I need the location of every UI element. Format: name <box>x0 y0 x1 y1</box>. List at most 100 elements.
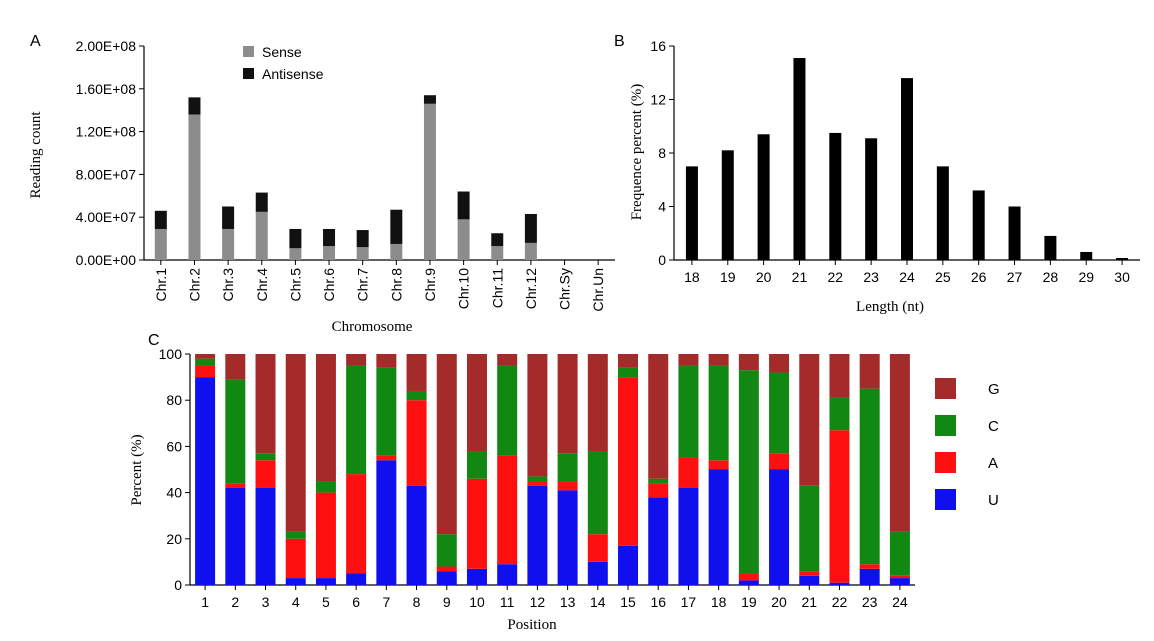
legend-label-sense: Sense <box>262 44 302 60</box>
x-tick-label: 14 <box>590 594 606 610</box>
bar-segment-c <box>315 481 336 493</box>
panel-b-x-ticks: 18 19 20 21 22 23 24 25 26 27 28 29 30 <box>684 260 1130 285</box>
panel-a-x-label: Chromosome <box>332 319 413 335</box>
x-tick-label: Chr.5 <box>287 268 303 302</box>
bar-segment-a <box>315 492 336 579</box>
bar-sense <box>323 246 336 260</box>
bar-segment-c <box>889 531 910 576</box>
bar <box>1008 206 1021 260</box>
x-tick-label: 25 <box>935 269 951 285</box>
bar <box>972 190 985 260</box>
panel-a: A 0.00E+00 4.00E+07 8.00E+07 1.20E+08 1.60E+… <box>28 33 615 335</box>
x-tick-label: 24 <box>892 594 908 610</box>
bar-segment-a <box>285 538 306 579</box>
bar-segment-c <box>346 365 367 475</box>
bar-segment-g <box>315 354 336 482</box>
x-tick-label: 23 <box>862 594 878 610</box>
bar-antisense <box>323 228 336 247</box>
bar-segment-a <box>769 453 790 470</box>
bar-segment-u <box>255 487 276 585</box>
x-tick-label: 6 <box>352 594 360 610</box>
legend-swatch-sense <box>243 46 254 57</box>
x-tick-label: 17 <box>681 594 697 610</box>
bar-segment-u <box>346 573 367 585</box>
bar-segment-c <box>708 365 729 461</box>
bar-segment-a <box>648 483 669 498</box>
x-tick-label: 18 <box>684 269 700 285</box>
y-tick-label: 8.00E+07 <box>76 166 137 182</box>
x-tick-label: 22 <box>832 594 848 610</box>
bar-segment-a <box>406 400 427 486</box>
bar <box>1116 257 1129 260</box>
bar-segment-g <box>678 354 699 366</box>
panel-c-y-label: Percent (%) <box>129 434 145 505</box>
bar-segment-u <box>527 485 548 585</box>
bar-segment-u <box>497 564 518 585</box>
x-tick-label: 28 <box>1043 269 1059 285</box>
y-tick-label: 20 <box>166 531 182 547</box>
panel-a-label: A <box>30 33 41 50</box>
bar-segment-u <box>315 578 336 585</box>
bar-sense <box>154 228 167 260</box>
bar-antisense <box>423 95 436 104</box>
bar <box>1044 235 1057 260</box>
bar-segment-g <box>527 354 548 477</box>
bar-segment-c <box>466 451 487 479</box>
y-tick-label: 4 <box>658 199 666 215</box>
y-tick-label: 40 <box>166 485 182 501</box>
bar-segment-c <box>376 367 397 456</box>
panel-b: B 0 4 8 12 16 18 19 20 21 22 23 24 25 26 27 28 29 30 Len… <box>614 33 1140 315</box>
bar-segment-a <box>889 575 910 579</box>
x-tick-label: 20 <box>771 594 787 610</box>
bar-segment-u <box>557 490 578 585</box>
panel-b-bars <box>685 58 1129 260</box>
bar-antisense <box>356 230 369 248</box>
bar-segment-g <box>225 354 246 380</box>
legend-swatch-c <box>935 415 956 436</box>
x-tick-label: 30 <box>1114 269 1130 285</box>
bar-segment-c <box>769 372 790 454</box>
bar-segment-u <box>799 575 820 585</box>
y-tick-label: 60 <box>166 438 182 454</box>
bar-segment-g <box>497 354 518 366</box>
bar-segment-g <box>346 354 367 366</box>
bar-segment-a <box>738 573 759 581</box>
x-tick-label: 20 <box>756 269 772 285</box>
legend-label-antisense: Antisense <box>262 66 324 82</box>
bar-segment-c <box>799 485 820 572</box>
y-tick-label: 8 <box>658 145 666 161</box>
bar-segment-g <box>195 354 216 359</box>
legend-label-u: U <box>988 492 999 509</box>
panel-c-bars <box>195 354 910 585</box>
panel-a-y-ticks: 0.00E+00 4.00E+07 8.00E+07 1.20E+08 1.60E+08… <box>76 38 144 268</box>
bar-segment-c <box>436 534 457 567</box>
x-tick-label: 13 <box>560 594 576 610</box>
y-tick-label: 16 <box>650 38 666 54</box>
bar-sense <box>423 103 436 260</box>
x-tick-label: Chr.2 <box>186 268 202 302</box>
bar-segment-g <box>708 354 729 366</box>
legend-label-a: A <box>988 455 998 472</box>
bar-antisense <box>188 97 201 115</box>
y-tick-label: 1.20E+08 <box>76 124 137 140</box>
legend-label-g: G <box>988 381 1000 398</box>
bar-segment-g <box>587 354 608 452</box>
bar-segment-a <box>829 430 850 583</box>
x-tick-label: 9 <box>443 594 451 610</box>
bar <box>865 138 878 260</box>
bar-segment-u <box>436 571 457 585</box>
bar-antisense <box>289 228 302 249</box>
panel-c-x-label: Position <box>507 617 557 633</box>
legend-label-c: C <box>988 418 999 435</box>
bar-segment-a <box>225 483 246 488</box>
y-tick-label: 0 <box>658 252 666 268</box>
legend-swatch-u <box>935 489 956 510</box>
bar-segment-a <box>618 377 639 546</box>
bar <box>1080 251 1093 260</box>
panel-a-bars <box>154 95 537 260</box>
x-tick-label: Chr.7 <box>355 268 371 302</box>
x-tick-label: 12 <box>530 594 546 610</box>
x-tick-label: 16 <box>650 594 666 610</box>
panel-c-y-ticks: 0 20 40 60 80 100 <box>159 346 190 593</box>
bar-segment-u <box>466 568 487 585</box>
